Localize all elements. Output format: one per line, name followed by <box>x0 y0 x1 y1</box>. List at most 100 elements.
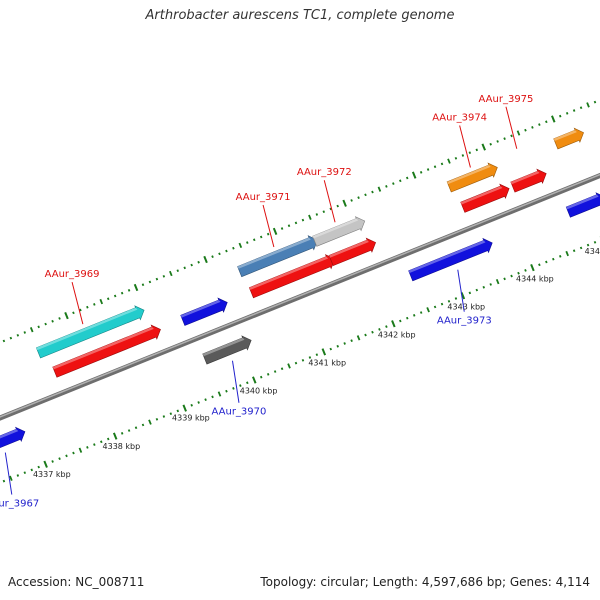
tick-mark-top <box>572 109 576 112</box>
tick-mark-bottom <box>412 314 416 317</box>
tick-mark-bottom <box>112 432 118 440</box>
tick-mark-bottom <box>23 471 27 475</box>
gene-g3974r[interactable] <box>460 183 510 213</box>
tick-mark-bottom <box>65 454 68 458</box>
tick-mark-top <box>385 185 388 188</box>
tick-mark-top <box>329 207 332 211</box>
gene-body[interactable] <box>460 183 510 213</box>
gene-g3970b[interactable] <box>180 297 228 326</box>
tick-mark-top <box>586 102 590 108</box>
kbp-label: 4342 kbp <box>378 331 416 340</box>
gene-body[interactable] <box>52 324 161 378</box>
tick-mark-bottom <box>287 363 291 369</box>
tick-mark-bottom <box>239 384 242 387</box>
tick-mark-top <box>475 148 479 152</box>
tick-mark-top <box>538 123 541 126</box>
tick-mark-top <box>23 331 27 334</box>
gene-body[interactable] <box>35 305 145 359</box>
tick-mark-bottom <box>489 283 492 286</box>
gene-highlight <box>312 218 359 239</box>
tick-mark-top <box>315 213 319 216</box>
gene-body[interactable] <box>202 335 252 365</box>
tick-mark-bottom <box>350 339 353 343</box>
tick-mark-top <box>155 277 159 281</box>
gene-features[interactable] <box>0 127 600 458</box>
tick-mark-bottom <box>433 305 437 309</box>
gene-g3974o[interactable] <box>446 162 498 193</box>
gene-g3969r[interactable] <box>52 324 161 378</box>
accession-text: Accession: NC_008711 <box>8 575 145 589</box>
tick-mark-bottom <box>232 387 235 390</box>
tick-mark-top <box>79 308 82 312</box>
gene-body[interactable] <box>408 237 493 282</box>
gene-gEndO[interactable] <box>553 127 584 150</box>
tick-mark-top <box>51 319 54 323</box>
tick-mark-bottom <box>211 395 214 399</box>
kbp-labels: 4337 kbp 4338 kbp 4339 kbp 4340 kbp 4341 kbp… <box>33 247 600 479</box>
gene-body[interactable] <box>446 162 498 193</box>
gene-body[interactable] <box>510 168 547 193</box>
map-title: Arthrobacter aurescens TC1, complete gen… <box>145 8 455 23</box>
gene-body[interactable] <box>312 216 366 247</box>
gene-highlight <box>553 130 577 142</box>
gene-gEndB[interactable] <box>565 192 600 218</box>
tick-mark-top <box>225 249 228 253</box>
tick-mark-bottom <box>217 391 222 397</box>
tick-mark-top <box>371 190 374 194</box>
gene-g3972g[interactable] <box>312 216 366 247</box>
gene-label-text: AAur_3971 <box>236 192 291 203</box>
gene-body[interactable] <box>328 237 376 266</box>
leader-line <box>323 180 336 223</box>
gene-highlight <box>329 240 369 258</box>
gene-g3970d[interactable] <box>202 335 252 365</box>
tick-mark-top <box>162 274 166 278</box>
tick-mark-bottom <box>162 415 166 418</box>
tick-mark-bottom <box>169 412 173 416</box>
gene-g3973b[interactable] <box>408 237 493 282</box>
gene-g3971s[interactable] <box>237 235 318 278</box>
gene-g3967b[interactable] <box>0 426 26 458</box>
tick-mark-top <box>106 297 110 301</box>
genome-summary-text: Topology: circular; Length: 4,597,686 bp… <box>260 575 590 589</box>
gene-body[interactable] <box>180 297 228 326</box>
kbp-label: 4345 kbp <box>585 247 600 256</box>
tick-mark-top <box>64 312 69 320</box>
tick-mark-bottom <box>517 271 520 275</box>
tick-mark-bottom <box>440 302 444 306</box>
gene-label-text: AAur_3972 <box>297 167 352 178</box>
tick-mark-bottom <box>30 468 33 472</box>
tick-mark-bottom <box>371 330 374 334</box>
gene-label-lab3970: AAur_3970 <box>212 360 266 418</box>
tick-mark-top <box>190 263 193 267</box>
leader-line <box>459 125 471 168</box>
tick-mark-top <box>489 142 492 146</box>
gene-label-text: AAur_3973 <box>437 316 492 327</box>
tick-mark-bottom <box>176 409 180 413</box>
tick-mark-bottom <box>579 246 583 250</box>
tick-mark-bottom <box>259 375 263 379</box>
tick-mark-top <box>238 242 243 249</box>
tick-mark-top <box>301 218 305 222</box>
leader-line <box>4 452 13 495</box>
tick-mark-bottom <box>273 370 277 373</box>
gene-labels: AAur_3967 AAur_3969 AAur_3970 AAur_3971 AAur… <box>0 94 533 510</box>
gene-g3972r[interactable] <box>328 237 376 266</box>
gene-g3975r[interactable] <box>510 168 547 193</box>
gene-highlight <box>566 194 599 210</box>
tick-mark-top <box>272 227 278 235</box>
gene-body[interactable] <box>553 127 584 150</box>
gene-g3969c[interactable] <box>35 305 145 359</box>
tick-mark-top <box>426 168 430 171</box>
tick-mark-bottom <box>385 325 388 328</box>
tick-mark-bottom <box>2 479 6 483</box>
gene-body[interactable] <box>0 426 26 458</box>
tick-mark-bottom <box>329 347 333 351</box>
tick-mark-top <box>211 255 214 258</box>
tick-mark-bottom <box>58 457 61 461</box>
tick-mark-bottom <box>399 319 402 323</box>
gene-body[interactable] <box>237 235 318 278</box>
tick-mark-bottom <box>134 426 138 430</box>
tick-mark-bottom <box>141 423 145 427</box>
tick-mark-bottom <box>454 297 458 300</box>
